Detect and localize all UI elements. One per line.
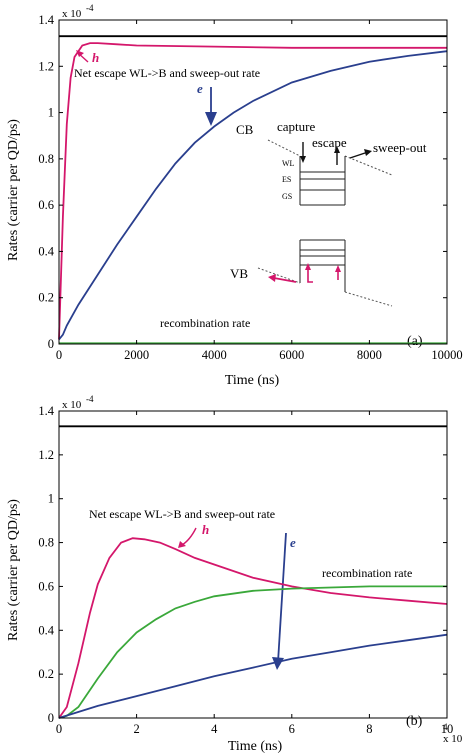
panel-a-recombination-annotation: recombination rate bbox=[160, 316, 250, 330]
panel-b-h-arrow bbox=[181, 527, 197, 546]
x-tick-label: 0 bbox=[56, 348, 62, 362]
series-recombination-line bbox=[58, 585, 447, 719]
inset-gs-label: GS bbox=[282, 192, 292, 201]
panel-a-h-label: h bbox=[92, 50, 99, 65]
panel-b-plot: 0 2 4 6 8 10 0 0.2 0.4 0.6 0.8 1 1.2 1.4 bbox=[38, 404, 453, 736]
y-tick-label: 0.8 bbox=[38, 536, 54, 550]
inset-escape-label: escape bbox=[312, 135, 347, 150]
inset-vb-label: VB bbox=[230, 266, 248, 281]
panel-b-e-arrowhead bbox=[272, 657, 284, 670]
inset-wl-label: WL bbox=[282, 159, 295, 168]
plot-frame bbox=[58, 19, 448, 345]
panel-a-x-axis-label: Time (ns) bbox=[225, 373, 280, 388]
y-tick-label: 1.4 bbox=[38, 404, 54, 418]
x-tick-label: 10000 bbox=[431, 348, 462, 362]
y-tick-label: 0.2 bbox=[38, 667, 54, 681]
panel-a-plot: 0 2000 4000 6000 8000 10000 0 0.2 0.4 0.6 0.8 1 1.2 1… bbox=[38, 13, 462, 362]
y-tick-label: 1 bbox=[48, 492, 54, 506]
panel-b: x 10 -4 Time (ns) Rates (carrier per QD/… bbox=[6, 394, 463, 754]
series-e-line bbox=[58, 633, 448, 719]
panel-b-h-label: h bbox=[202, 522, 209, 537]
panel-b-y-multiplier-exponent: -4 bbox=[86, 394, 94, 404]
series-e-line bbox=[58, 50, 448, 340]
x-tick-label: 6 bbox=[289, 722, 295, 736]
panel-b-x-axis-label: Time (ns) bbox=[228, 739, 283, 754]
y-tick-label: 0.4 bbox=[38, 623, 54, 637]
x-tick-label: 4 bbox=[211, 722, 218, 736]
x-tick-label: 10 bbox=[441, 722, 454, 736]
y-tick-label: 0.2 bbox=[38, 291, 54, 305]
panel-b-net-escape-annotation: Net escape WL->B and sweep-out rate bbox=[89, 507, 275, 521]
y-tick-label: 0.4 bbox=[38, 244, 54, 258]
panel-b-e-arrow bbox=[277, 532, 287, 663]
panel-b-e-label: e bbox=[290, 535, 296, 550]
panel-a: x 10 -4 Time (ns) Rates (carrier per QD/… bbox=[6, 3, 427, 388]
x-tick-label: 2000 bbox=[124, 348, 149, 362]
panel-a-label: (a) bbox=[407, 334, 423, 349]
y-tick-label: 1.4 bbox=[38, 13, 54, 27]
inset-sweep-out-label: sweep-out bbox=[373, 140, 427, 155]
y-tick-label: 0.6 bbox=[38, 579, 54, 593]
panel-a-e-arrowhead bbox=[205, 112, 217, 126]
panel-b-y-axis-label: Rates (carrier per QD/ps) bbox=[6, 499, 21, 641]
inset-cb-label: CB bbox=[236, 122, 254, 137]
panel-b-y-multiplier: x 10 bbox=[62, 399, 82, 411]
x-tick-label: 4000 bbox=[202, 348, 227, 362]
series-h-line bbox=[58, 537, 448, 719]
band-diagram-inset: CB capture escape sweep-out WL ES GS VB bbox=[230, 119, 427, 307]
panel-a-y-axis-label: Rates (carrier per QD/ps) bbox=[6, 119, 21, 261]
y-tick-label: 0 bbox=[48, 711, 54, 725]
plot-layer: 0 2000 4000 6000 8000 10000 0 0.2 0.4 0.6 0.8 1 1.2 1… bbox=[38, 13, 462, 736]
panel-b-recombination-annotation: recombination rate bbox=[322, 566, 412, 580]
inset-capture-label: capture bbox=[277, 119, 315, 134]
y-tick-label: 0.8 bbox=[38, 152, 54, 166]
panel-a-net-escape-annotation: Net escape WL->B and sweep-out rate bbox=[74, 66, 260, 80]
panel-b-h-arrowhead bbox=[178, 541, 186, 548]
y-tick-label: 0.6 bbox=[38, 198, 54, 212]
x-tick-label: 0 bbox=[56, 722, 62, 736]
x-tick-label: 6000 bbox=[279, 348, 304, 362]
x-tick-label: 8000 bbox=[357, 348, 382, 362]
inset-es-label: ES bbox=[282, 175, 291, 184]
y-tick-label: 1.2 bbox=[38, 59, 54, 73]
plot-frame bbox=[58, 410, 448, 719]
panel-a-y-multiplier: x 10 bbox=[62, 8, 82, 20]
panel-b-label: (b) bbox=[406, 714, 423, 729]
series-h-line bbox=[58, 42, 447, 340]
x-tick-label: 8 bbox=[366, 722, 372, 736]
panel-b-x-multiplier-exponent: 4 bbox=[443, 722, 448, 732]
y-tick-label: 1.2 bbox=[38, 448, 54, 462]
y-tick-label: 0 bbox=[48, 337, 54, 351]
panel-a-e-label: e bbox=[197, 81, 203, 96]
x-tick-label: 2 bbox=[133, 722, 139, 736]
panel-b-x-multiplier: x 10 bbox=[443, 733, 463, 745]
y-tick-label: 1 bbox=[48, 106, 54, 120]
panel-a-y-multiplier-exponent: -4 bbox=[86, 3, 94, 13]
